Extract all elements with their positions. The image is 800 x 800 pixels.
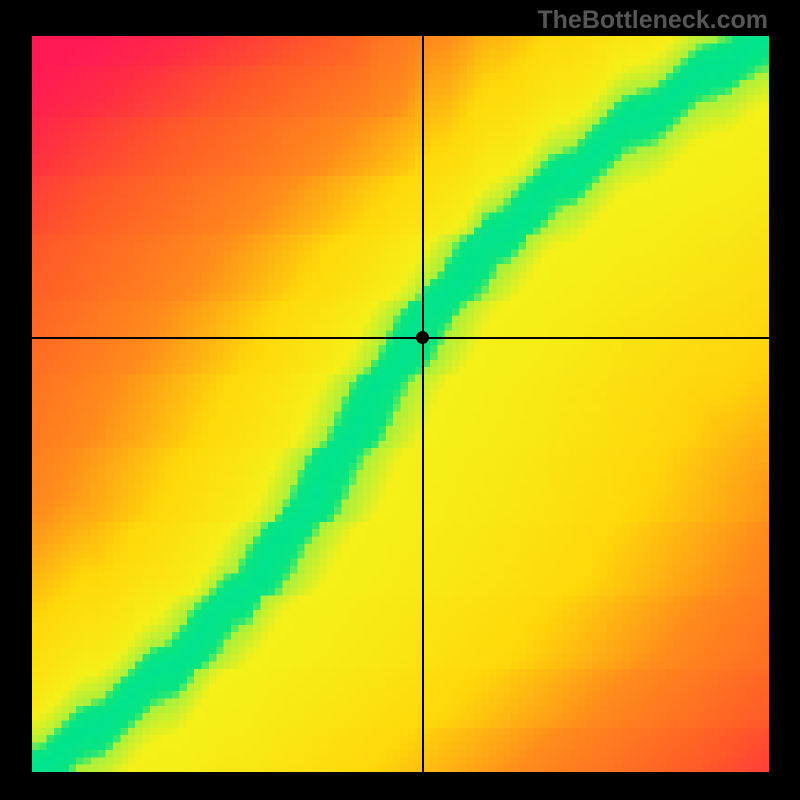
bottleneck-heatmap [32,36,769,772]
attribution-text: TheBottleneck.com [537,6,768,35]
chart-container: TheBottleneck.com [0,0,800,800]
crosshair-horizontal [32,337,769,339]
crosshair-vertical [422,36,424,772]
